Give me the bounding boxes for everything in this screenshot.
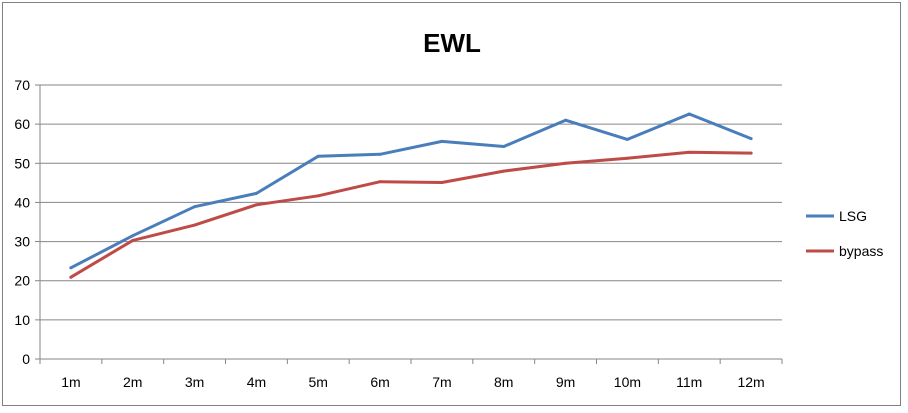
y-tick-label: 50 <box>14 155 30 171</box>
data-point <box>131 238 135 242</box>
data-point <box>316 194 320 198</box>
series-line-lsg <box>69 112 753 270</box>
data-point <box>193 205 197 209</box>
data-point <box>254 203 258 207</box>
data-point <box>502 144 506 148</box>
y-axis-ticks: 0 10 20 30 40 50 60 70 <box>14 77 40 367</box>
data-point <box>687 150 691 154</box>
data-point <box>749 137 753 141</box>
x-tick-label: 2m <box>123 374 142 390</box>
x-tick-label: 12m <box>737 374 764 390</box>
x-tick-label: 8m <box>494 374 513 390</box>
data-point <box>440 139 444 143</box>
y-tick-label: 60 <box>14 116 30 132</box>
y-tick-label: 0 <box>22 351 30 367</box>
data-point <box>749 151 753 155</box>
x-tick-label: 10m <box>614 374 641 390</box>
series-line-bypass <box>69 150 753 279</box>
y-tick-label: 40 <box>14 194 30 210</box>
y-tick-label: 70 <box>14 77 30 93</box>
x-tick-label: 3m <box>185 374 204 390</box>
data-point <box>687 112 691 116</box>
axes <box>39 85 782 360</box>
chart-title: EWL <box>423 28 481 58</box>
series-lines <box>69 112 753 279</box>
data-point <box>193 223 197 227</box>
legend-label: bypass <box>839 243 883 259</box>
gridlines <box>40 84 782 321</box>
y-tick-label: 10 <box>14 312 30 328</box>
x-tick-label: 5m <box>309 374 328 390</box>
data-point <box>69 266 73 270</box>
x-tick-label: 7m <box>432 374 451 390</box>
legend-label: LSG <box>839 208 867 224</box>
data-point <box>69 275 73 279</box>
x-tick-label: 6m <box>370 374 389 390</box>
data-point <box>440 180 444 184</box>
data-point <box>378 180 382 184</box>
x-tick-label: 1m <box>61 374 80 390</box>
data-point <box>564 161 568 165</box>
data-point <box>564 118 568 122</box>
data-point <box>254 191 258 195</box>
y-tick-label: 30 <box>14 234 30 250</box>
x-tick-label: 11m <box>676 374 702 390</box>
x-tick-label: 9m <box>556 374 575 390</box>
y-tick-label: 20 <box>14 273 30 289</box>
data-point <box>378 152 382 156</box>
chart-frame <box>2 2 901 406</box>
x-tick-label: 4m <box>247 374 266 390</box>
data-point <box>625 156 629 160</box>
data-point <box>316 154 320 158</box>
data-point <box>502 169 506 173</box>
legend: LSG bypass <box>806 208 883 259</box>
data-point <box>625 137 629 141</box>
data-point <box>131 234 135 238</box>
x-axis-ticks: 1m 2m 3m 4m 5m 6m 7m 8m 9m 10m 11m 12m <box>39 359 783 390</box>
